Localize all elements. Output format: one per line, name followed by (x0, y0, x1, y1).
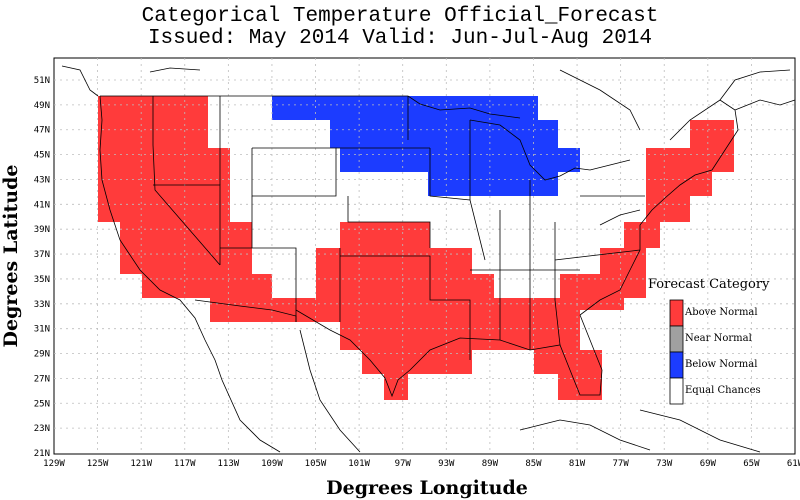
lat-tick-label: 45N (34, 151, 50, 161)
lon-tick-label: 125W (87, 459, 109, 469)
legend-label: Near Normal (685, 333, 752, 344)
x-axis-title: Degrees Longitude (326, 477, 528, 499)
lat-tick-label: 41N (34, 200, 50, 210)
y-axis-title: Degrees Latitude (0, 165, 22, 348)
lon-tick-label: 85W (525, 459, 542, 469)
axis-ticks: 129W 125W 121W 117W 113W 109W 105W 101W 97W 93W 89… (34, 76, 800, 469)
lat-tick-label: 31N (34, 325, 50, 335)
map-subtitle: Issued: May 2014 Valid: Jun-Jul-Aug 2014 (147, 27, 653, 50)
legend-label: Equal Chances (685, 385, 761, 396)
legend-swatch (669, 325, 684, 353)
lat-tick-label: 49N (34, 101, 50, 111)
legend-swatch (669, 351, 684, 379)
lon-tick-label: 93W (438, 459, 455, 469)
lon-tick-label: 105W (305, 459, 327, 469)
lat-tick-label: 27N (34, 374, 50, 384)
lon-tick-label: 129W (43, 459, 65, 469)
lon-tick-label: 101W (348, 459, 370, 469)
lon-tick-label: 113W (218, 459, 240, 469)
lon-tick-label: 69W (700, 459, 717, 469)
equal-chance-holes (208, 96, 646, 298)
legend-title: Forecast Category (648, 277, 770, 292)
lon-tick-label: 109W (261, 459, 283, 469)
lat-tick-label: 21N (34, 449, 50, 459)
lat-tick-label: 29N (34, 350, 50, 360)
lon-tick-label: 77W (613, 459, 630, 469)
lon-tick-label: 121W (130, 459, 152, 469)
legend-label: Below Normal (685, 359, 757, 370)
above-normal-regions (98, 96, 734, 400)
lat-tick-label: 37N (34, 250, 50, 260)
lon-tick-label: 65W (743, 459, 760, 469)
lat-tick-label: 25N (34, 399, 50, 409)
lat-tick-label: 23N (34, 424, 50, 434)
legend-swatch (669, 299, 684, 327)
lat-tick-label: 51N (34, 76, 50, 86)
lon-tick-label: 73W (656, 459, 673, 469)
lon-tick-label: 97W (395, 459, 412, 469)
legend-label: Above Normal (684, 307, 758, 318)
map-title: Categorical Temperature Official_Forecas… (141, 5, 659, 28)
state-boundaries (99, 95, 739, 398)
lat-tick-label: 35N (34, 275, 50, 285)
lon-tick-label: 117W (174, 459, 196, 469)
lat-tick-label: 47N (34, 126, 50, 136)
lon-tick-label: 61W (787, 459, 800, 469)
lon-tick-label: 89W (482, 459, 499, 469)
lat-tick-label: 43N (34, 175, 50, 185)
below-normal-regions (272, 96, 580, 196)
coastline-outside (61, 65, 796, 453)
lat-tick-label: 39N (34, 225, 50, 235)
legend: Forecast Category Above Normal Near Norma… (648, 277, 770, 405)
lat-tick-label: 33N (34, 300, 50, 310)
legend-swatch (669, 377, 684, 405)
lon-tick-label: 81W (569, 459, 586, 469)
